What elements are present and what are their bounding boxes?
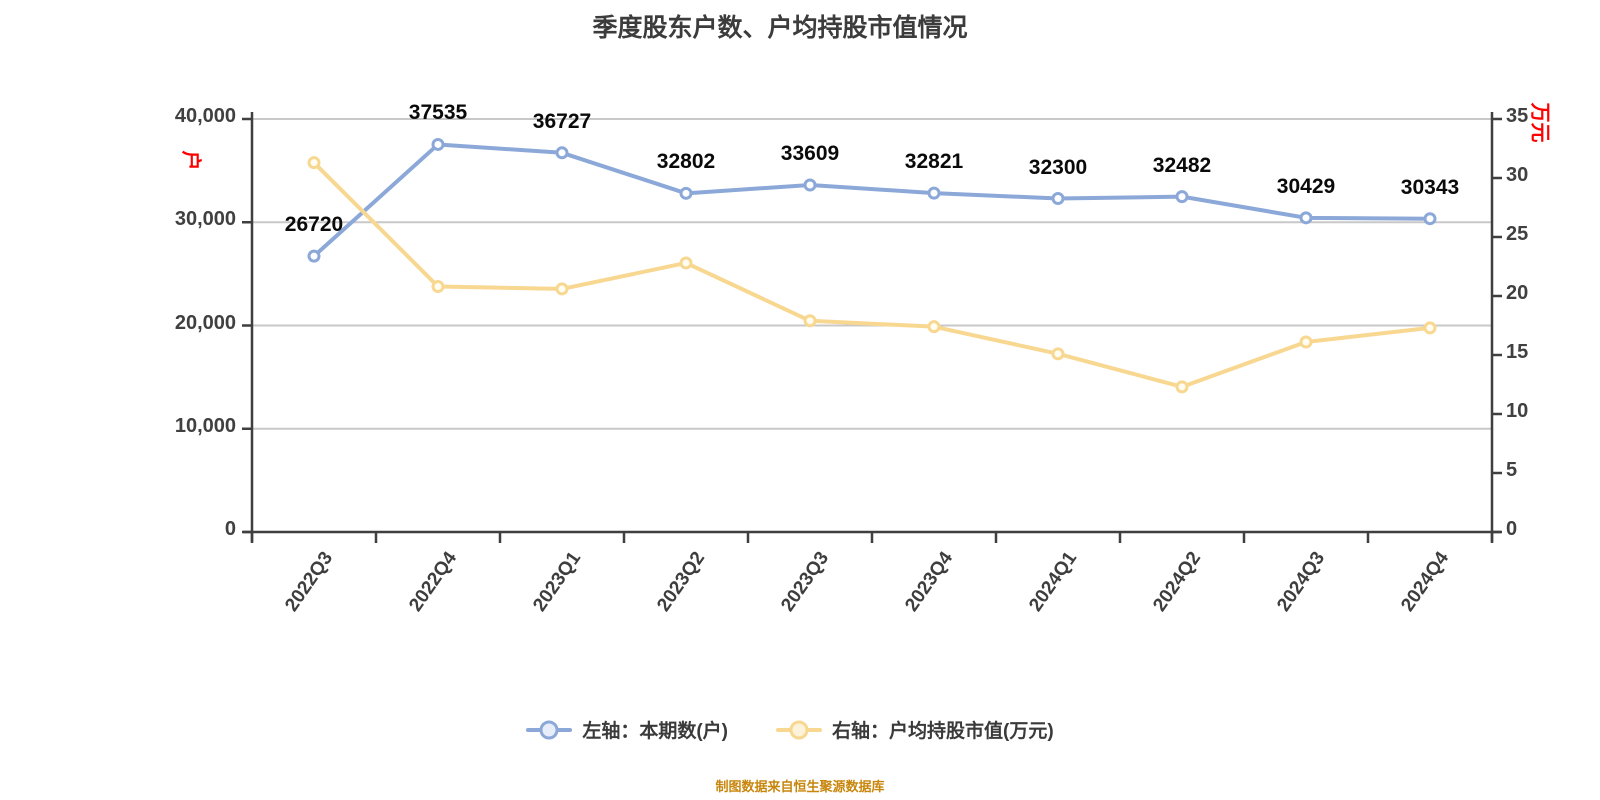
series-0-point-9[interactable] [1423,212,1437,226]
data-point-label: 30429 [1276,174,1336,198]
left-axis-tick-label: 10,000 [174,414,236,437]
series-0-point-6[interactable] [1051,192,1065,206]
series-0-point-7[interactable] [1175,190,1189,204]
series-1-point-5[interactable] [927,320,941,334]
data-point-label: 36727 [532,109,592,133]
series-0-point-3[interactable] [679,186,693,200]
data-point-label: 32821 [904,150,964,174]
right-axis-tick-label: 0 [1506,518,1518,540]
data-point-label: 32300 [1028,155,1088,179]
data-point-label: 32482 [1152,153,1212,177]
right-axis-tick-label: 5 [1506,459,1518,481]
data-point-label: 37535 [408,101,468,125]
series-1-point-7[interactable] [1175,380,1189,394]
series-0-point-0[interactable] [307,249,321,263]
series-1-point-8[interactable] [1299,335,1313,349]
series-1-line [312,160,1432,389]
right-axis-tick-label: 25 [1506,223,1529,245]
series-0-point-4[interactable] [803,178,817,192]
data-source-note: 制图数据来自恒生聚源数据库 [715,779,885,794]
legend-item-current-count[interactable]: 左轴：本期数(户) [526,716,728,743]
right-axis-tick-label: 10 [1506,400,1529,422]
chart-title: 季度股东户数、户均持股市值情况 [592,14,968,42]
series-1-point-2[interactable] [555,282,569,296]
series-1-point-6[interactable] [1051,347,1065,361]
series-0-point-2[interactable] [555,146,569,160]
series-0-point-5[interactable] [927,186,941,200]
legend-item-avg-holding-value[interactable]: 右轴：户均持股市值(万元) [776,716,1054,743]
series-0-point-8[interactable] [1299,211,1313,225]
data-point-label: 32802 [656,150,716,174]
left-axis-tick-label: 20,000 [174,311,236,334]
left-axis-tick-label: 30,000 [174,208,236,231]
data-point-label: 33609 [780,141,840,165]
left-axis-tick-label: 0 [224,518,236,540]
series-1-point-4[interactable] [803,314,817,328]
series-1-point-0[interactable] [307,156,321,170]
series-1-point-1[interactable] [431,280,445,294]
legend-label: 左轴：本期数(户) [582,721,728,742]
series-0-line [312,142,1432,259]
legend-label: 右轴：户均持股市值(万元) [832,721,1054,742]
right-axis-tick-label: 20 [1506,282,1529,304]
left-axis-tick-label: 40,000 [174,105,236,127]
yellow-line-legend-marker [776,720,822,740]
blue-line-legend-marker [526,720,573,740]
right-axis-tick-label: 30 [1506,164,1529,186]
right-axis-tick-label: 15 [1506,341,1529,363]
series-1-point-3[interactable] [679,256,693,270]
series-1-point-9[interactable] [1423,321,1437,335]
data-point-label: 26720 [284,213,344,237]
legend: 左轴：本期数(户) 右轴：户均持股市值(万元) [0,716,1580,743]
data-point-label: 30343 [1400,175,1460,199]
series-0-point-1[interactable] [431,137,445,151]
right-axis-tick-label: 35 [1506,105,1529,127]
